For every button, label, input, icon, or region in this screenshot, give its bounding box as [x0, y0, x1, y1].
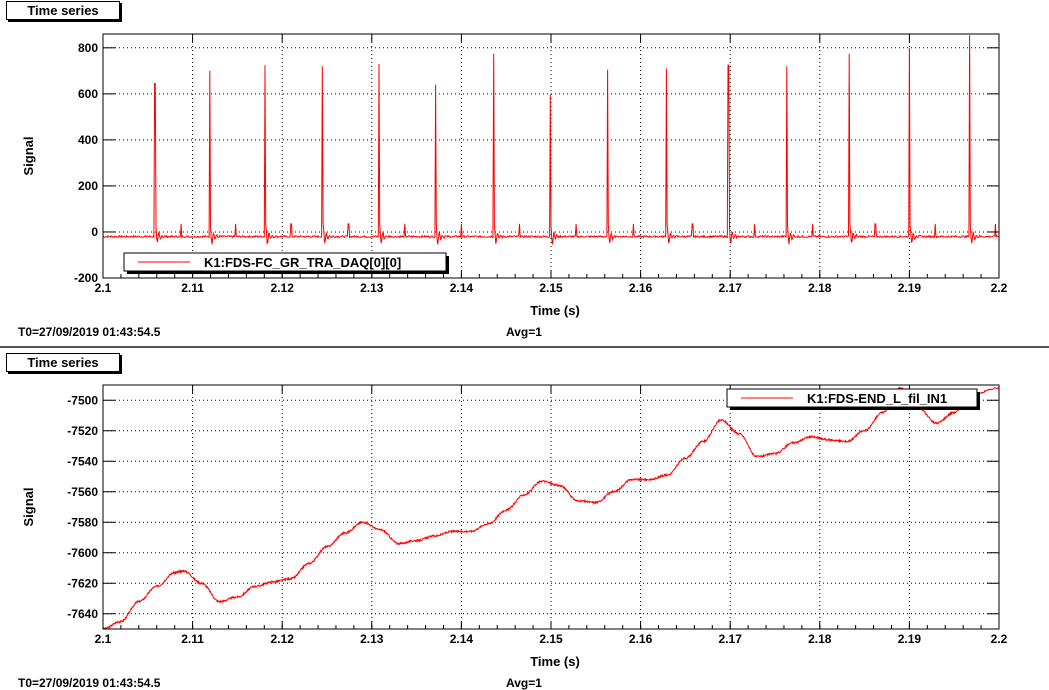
y-tick-label: -7540	[67, 454, 98, 468]
x-tick-label: 2.12	[271, 281, 295, 295]
time-series-panel-2: Time series 2.1 2.11 2.12 2.13 2.14 2.15 2.16 2…	[0, 350, 1049, 690]
y-axis: -7500 -7520 -7540 -7560 -7580 -7600 -7620 -7640	[67, 393, 999, 621]
x-tick-label: 2.19	[898, 632, 922, 646]
y-tick-label: -7500	[67, 393, 98, 407]
y-tick-label: 800	[78, 41, 98, 55]
x-tick-label: 2.13	[360, 281, 384, 295]
avg-label: Avg=1	[506, 676, 542, 690]
series-line	[102, 35, 999, 245]
y-axis-label: Signal	[21, 487, 36, 526]
y-tick-label: 200	[78, 179, 98, 193]
y-tick-label: 400	[78, 133, 98, 147]
y-tick-label: -7560	[67, 485, 98, 499]
y-tick-label: -7520	[67, 424, 98, 438]
x-axis: 2.1 2.11 2.12 2.13 2.14 2.15 2.16 2.17 2.18 2.19 2…	[95, 34, 1008, 295]
legend-box	[123, 252, 447, 272]
x-axis-label: Time (s)	[530, 654, 580, 669]
x-tick-label: 2.2	[991, 632, 1008, 646]
x-tick-label: 2.1	[95, 281, 112, 295]
x-tick-label: 2.17	[719, 281, 743, 295]
x-axis: 2.1 2.11 2.12 2.13 2.14 2.15 2.16 2.17 2.18 2.19 2…	[95, 385, 1008, 646]
y-tick-label: -7640	[67, 607, 98, 621]
y-tick-label: -200	[74, 271, 98, 285]
chart-1: 2.1 2.11 2.12 2.13 2.14 2.15 2.16 2.17 2.18 2.19 2…	[21, 33, 1008, 318]
legend: K1:FDS-END_L_fil_IN1	[726, 388, 980, 410]
x-tick-label: 2.2	[991, 281, 1008, 295]
chart-2: 2.1 2.11 2.12 2.13 2.14 2.15 2.16 2.17 2.18 2.19 2…	[21, 384, 1008, 669]
y-tick-label: 0	[91, 225, 98, 239]
x-tick-label: 2.11	[181, 632, 204, 646]
x-tick-label: 2.15	[539, 632, 563, 646]
legend-label: K1:FDS-FC_GR_TRA_DAQ[0][0]	[204, 255, 401, 270]
y-axis: -200 0 200 400 600 800	[74, 41, 999, 285]
y-tick-label: -7620	[67, 576, 98, 590]
time-series-panel-1: Time series 2.1 2.11 2.12 2.13 2.14 2.15 2.16 2…	[6, 1, 1008, 339]
x-tick-label: 2.19	[898, 281, 922, 295]
x-tick-label: 2.16	[629, 281, 653, 295]
x-tick-label: 2.17	[719, 632, 743, 646]
t0-label: T0=27/09/2019 01:43:54.5	[18, 676, 161, 690]
avg-label: Avg=1	[506, 325, 542, 339]
y-tick-label: -7580	[67, 515, 98, 529]
x-tick-label: 2.12	[271, 632, 295, 646]
x-axis-label: Time (s)	[530, 303, 580, 318]
x-tick-label: 2.11	[181, 281, 204, 295]
y-tick-label: 600	[78, 87, 98, 101]
legend-box	[726, 388, 978, 408]
y-tick-label: -7600	[67, 546, 98, 560]
x-tick-label: 2.15	[539, 281, 563, 295]
panel-divider	[0, 346, 1049, 348]
y-axis-label: Signal	[21, 136, 36, 175]
legend-label: K1:FDS-END_L_fil_IN1	[807, 391, 947, 406]
series-line	[102, 386, 1000, 630]
x-tick-label: 2.18	[808, 281, 832, 295]
t0-label: T0=27/09/2019 01:43:54.5	[18, 325, 161, 339]
grid	[102, 385, 1000, 629]
legend: K1:FDS-FC_GR_TRA_DAQ[0][0]	[123, 252, 449, 274]
x-tick-label: 2.1	[95, 632, 112, 646]
x-tick-label: 2.13	[360, 632, 384, 646]
x-tick-label: 2.14	[450, 281, 474, 295]
panel-tab[interactable]: Time series	[6, 1, 120, 20]
x-tick-label: 2.18	[808, 632, 832, 646]
panel-tab[interactable]: Time series	[6, 353, 120, 372]
x-tick-label: 2.16	[629, 632, 653, 646]
x-tick-label: 2.14	[450, 632, 474, 646]
